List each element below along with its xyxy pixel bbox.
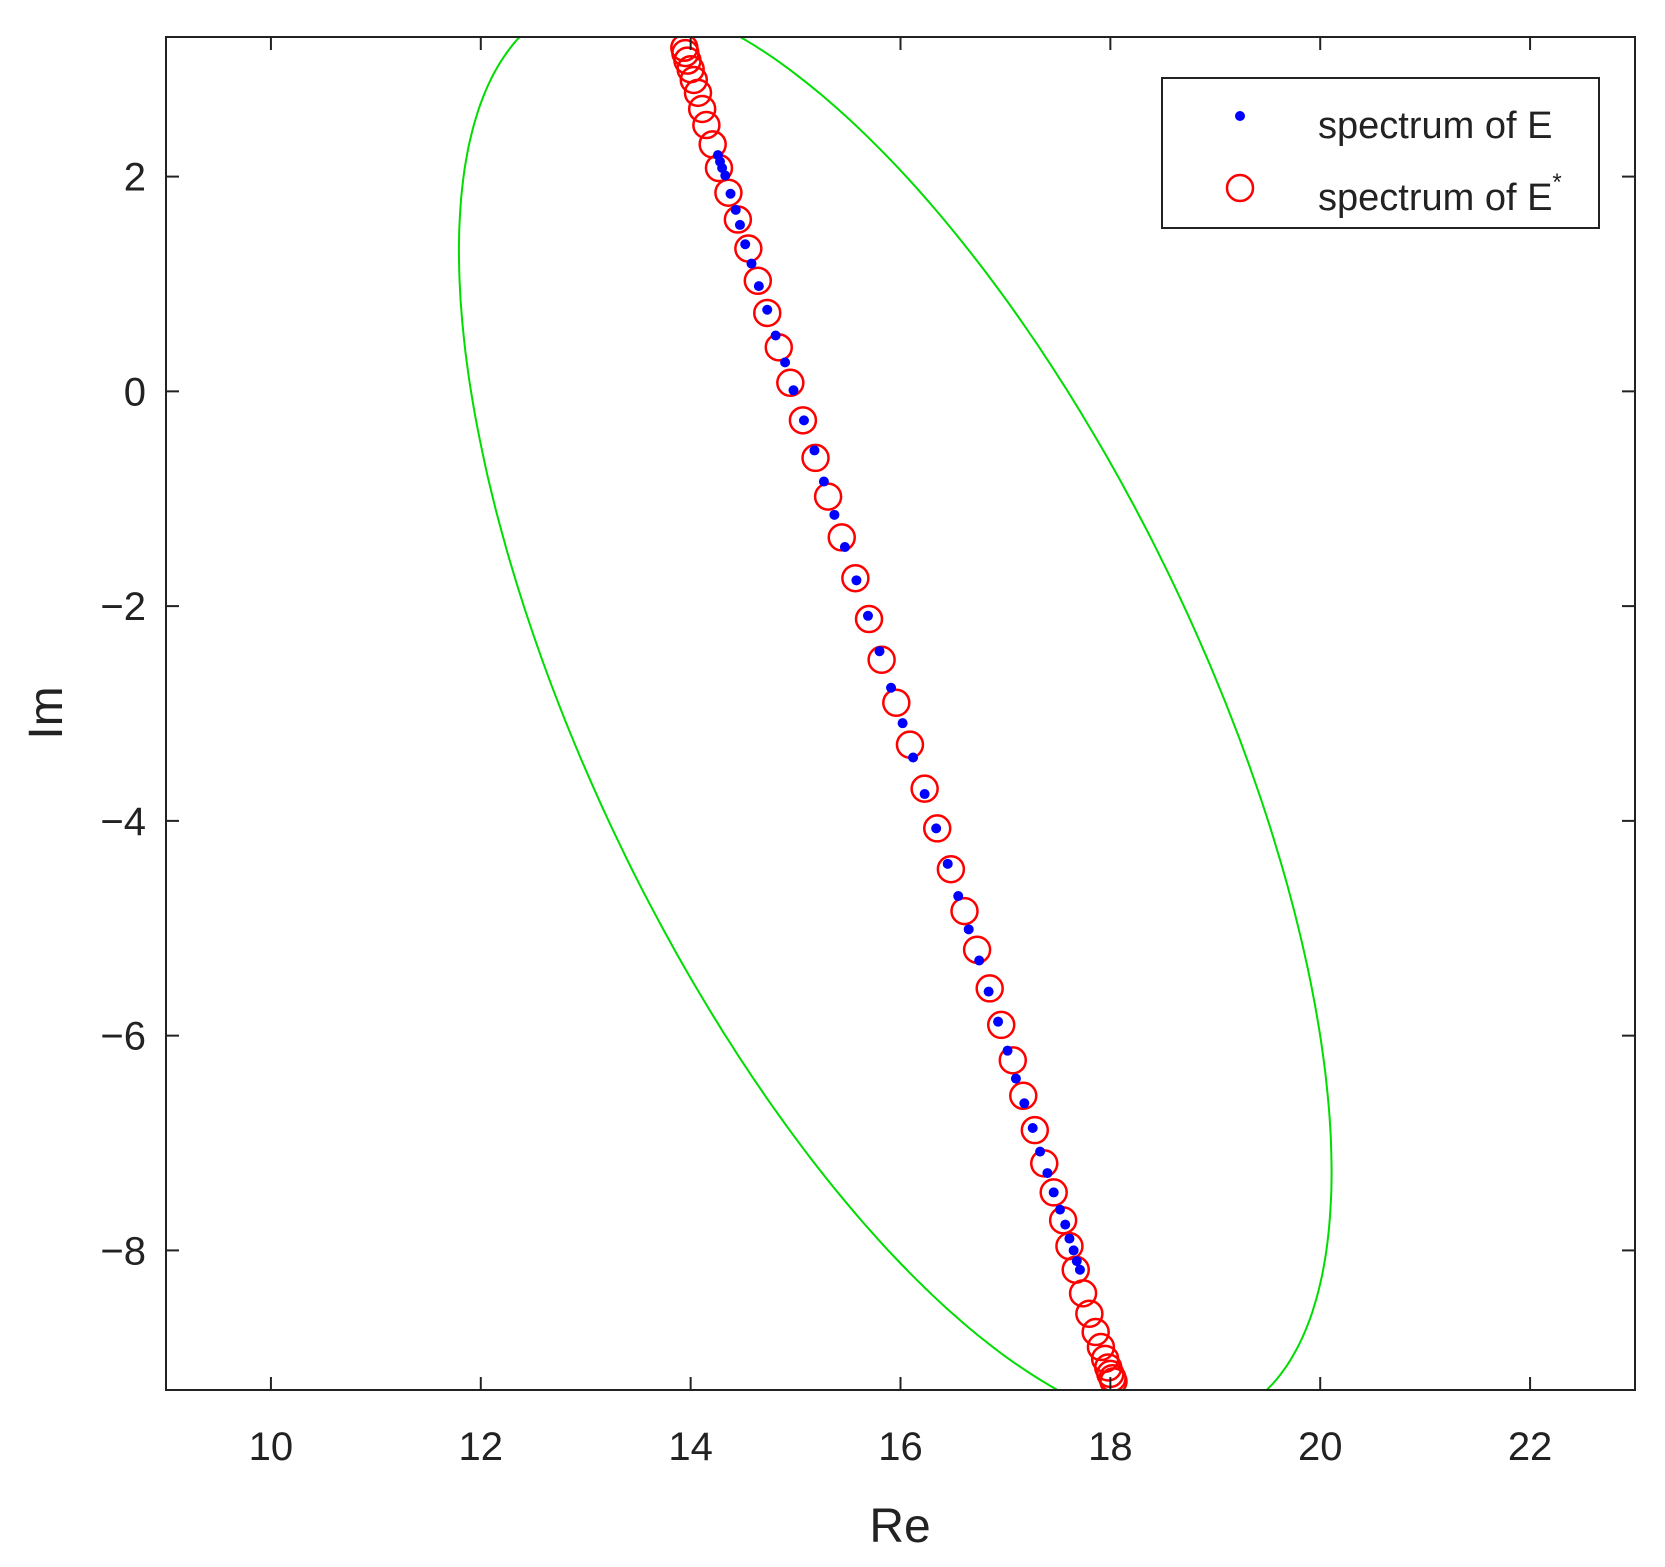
y-tick-label: −2	[100, 585, 146, 629]
spectrum-e-point	[730, 204, 741, 215]
spectrum-e-point	[897, 718, 908, 729]
spectrum-e-star-point	[692, 110, 721, 140]
spectrum-e-star-point	[687, 94, 717, 124]
spectrum-e-point	[953, 891, 964, 902]
spectrum-e-point	[862, 610, 873, 621]
legend-marker-circle	[1225, 173, 1255, 203]
spectrum-e-star-point	[1086, 1332, 1116, 1362]
spectrum-e-star-point	[950, 896, 979, 926]
spectrum-e-star-point	[683, 78, 713, 108]
x-tick-label: 18	[1088, 1425, 1133, 1469]
x-axis-label: Re	[869, 1500, 930, 1553]
spectrum-e-star-point	[1081, 1317, 1110, 1347]
y-axis-label: Im	[20, 686, 73, 739]
spectrum-e-star-point	[1099, 1367, 1128, 1390]
spectrum-e-star-point	[1068, 1279, 1098, 1308]
legend-marker-dot	[1235, 111, 1245, 121]
legend-superscript: *	[1552, 169, 1561, 196]
spectrum-e-star-point	[936, 854, 966, 884]
spectrum-e-point	[788, 385, 799, 396]
spectrum-e-point	[1064, 1233, 1075, 1244]
spectrum-e-point	[1054, 1204, 1065, 1215]
x-tick-label: 10	[249, 1425, 294, 1469]
y-tick-label: 2	[124, 156, 146, 200]
spectrum-e-star-point	[986, 1010, 1016, 1040]
spectrum-e-point	[753, 281, 764, 292]
legend-box	[1161, 77, 1600, 229]
spectrum-e-point	[1042, 1168, 1053, 1179]
spectrum-e-point	[717, 163, 728, 174]
spectrum-e-point	[746, 258, 757, 269]
spectrum-e-star-point	[882, 688, 911, 718]
spectrum-e-star-point	[1020, 1115, 1050, 1145]
spectrum-e-point	[963, 924, 974, 935]
spectrum-e-point	[734, 219, 745, 230]
spectrum-e-point	[851, 575, 862, 586]
spectrum-e-point	[1027, 1122, 1038, 1133]
spectrum-e-star-point	[801, 443, 830, 473]
spectrum-e-star-point	[788, 406, 818, 435]
spectrum-e-star-point	[752, 298, 782, 328]
spectrum-e-star-point	[813, 482, 843, 511]
spectrum-e-point	[1010, 1073, 1021, 1084]
spectrum-e-point	[839, 542, 850, 553]
spectrum-e-point	[818, 476, 829, 487]
spectrum-e-point	[1060, 1219, 1071, 1230]
spectrum-e-point	[740, 239, 751, 250]
spectrum-e-point	[809, 445, 820, 456]
spectrum-e-point	[1074, 1264, 1085, 1275]
spectrum-e-point	[829, 509, 840, 520]
spectrum-e-point	[780, 357, 791, 368]
spectrum-e-point	[983, 986, 994, 997]
spectrum-e-point	[720, 170, 731, 181]
spectrum-e-star-point	[776, 368, 805, 398]
spectrum-e-point	[725, 188, 736, 199]
spectrum-e-star-point	[841, 563, 870, 593]
spectrum-e-point	[798, 415, 809, 426]
spectrum-e-point	[1002, 1045, 1013, 1056]
spectrum-e-point	[942, 858, 953, 869]
spectrum-e-point	[762, 304, 773, 315]
y-tick-label: −4	[100, 800, 146, 844]
spectrum-e-point	[874, 646, 885, 657]
spectrum-e-star-point	[734, 234, 763, 263]
spectrum-e-point	[993, 1016, 1004, 1027]
spectrum-e-point	[1035, 1146, 1046, 1157]
spectrum-e-point	[974, 955, 985, 966]
legend-label-spectrum-e: spectrum of E	[1318, 105, 1552, 147]
legend: spectrum of E spectrum of E*	[1161, 77, 1600, 229]
spectrum-e-point	[886, 682, 897, 693]
spectrum-e-star-point	[1039, 1178, 1068, 1207]
spectrum-e-point	[1048, 1187, 1059, 1198]
legend-label-spectrum-e-star: spectrum of E*	[1318, 169, 1562, 219]
spectrum-e-point	[919, 789, 930, 800]
x-tick-label: 16	[878, 1425, 923, 1469]
spectrum-e-point	[931, 823, 942, 834]
spectrum-e-star-point	[1075, 1299, 1104, 1329]
x-tick-label: 20	[1298, 1425, 1343, 1469]
spectrum-e-point	[1071, 1256, 1082, 1267]
y-tick-label: −8	[100, 1229, 146, 1273]
plot-area-frame	[165, 36, 1636, 1391]
spectrum-e-star-point	[910, 774, 939, 803]
spectrum-e-star-point	[998, 1046, 1028, 1075]
bounding-ellipse	[457, 37, 1333, 1390]
x-tick-label: 12	[459, 1425, 504, 1469]
x-tick-label: 14	[668, 1425, 713, 1469]
y-tick-label: 0	[124, 370, 146, 414]
y-tick-label: −6	[100, 1015, 146, 1059]
spectrum-e-star-point	[679, 65, 709, 95]
spectrum-e-star-point	[714, 178, 743, 207]
spectrum-e-star-point	[1009, 1081, 1038, 1111]
spectrum-e-point	[1068, 1245, 1079, 1256]
spectrum-e-point	[770, 330, 781, 341]
spectrum-e-point	[1019, 1098, 1030, 1109]
spectrum-e-point	[908, 752, 919, 763]
spectrum-e-star-point	[854, 604, 884, 634]
spectrum-e-star-point	[743, 266, 773, 296]
spectrum-e-star-point	[922, 814, 952, 843]
spectrum-e-star-point	[975, 974, 1004, 1003]
x-tick-label: 22	[1508, 1425, 1553, 1469]
